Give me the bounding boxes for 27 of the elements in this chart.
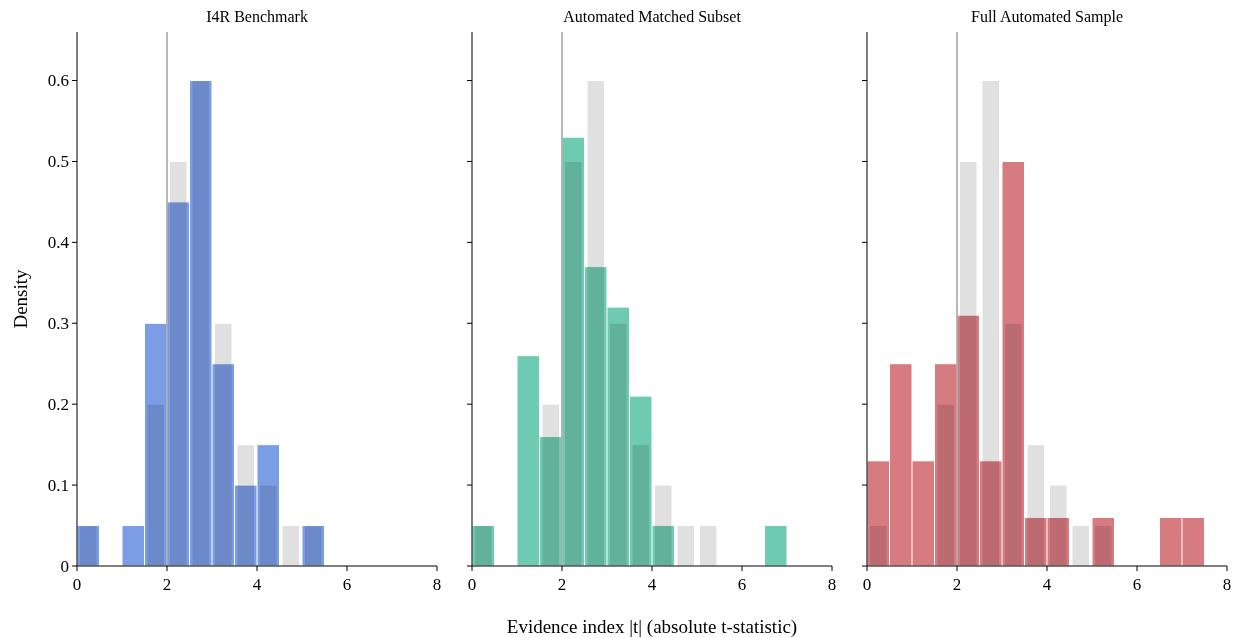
x-tick-label: 6: [737, 575, 747, 594]
chart-title: Full Automated Sample: [971, 8, 1123, 26]
x-tick-label: 8: [827, 575, 837, 594]
x-tick-label: 6: [342, 575, 352, 594]
x-axis-title: Evidence index |t| (absolute t-statistic): [506, 616, 798, 638]
y-tick-label: 0.1: [47, 476, 69, 496]
x-tick-label: 2: [162, 575, 172, 594]
y-tick-label: 0: [60, 556, 69, 576]
x-tick-label: 8: [1222, 575, 1232, 594]
chart-title: Automated Matched Subset: [563, 8, 742, 25]
x-tick-label: 8: [432, 575, 442, 594]
x-tick-label: 6: [1132, 575, 1142, 594]
y-tick-label: 0.6: [47, 71, 69, 91]
y-tick-label: 0.2: [47, 395, 69, 415]
y-tick-label: 0.4: [47, 233, 70, 253]
x-tick-label: 0: [467, 575, 477, 594]
x-tick-label: 0: [862, 575, 872, 594]
x-tick-label: 4: [1042, 575, 1052, 594]
x-tick-label: 0: [72, 575, 82, 594]
y-tick-label: 0.3: [47, 314, 69, 334]
x-tick-label: 4: [252, 575, 262, 594]
chart-title: I4R Benchmark: [206, 8, 308, 25]
y-axis-title: Density: [10, 268, 31, 329]
x-tick-label: 2: [952, 575, 962, 594]
x-tick-label: 4: [647, 575, 657, 594]
x-tick-label: 2: [557, 575, 567, 594]
y-tick-label: 0.5: [47, 152, 69, 172]
